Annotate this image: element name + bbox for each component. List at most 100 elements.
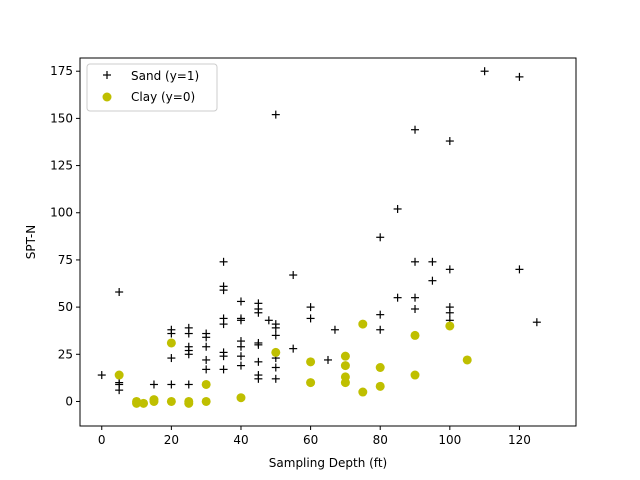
y-axis: 0 25 50 75 100 125 150 175 <box>50 64 80 408</box>
legend: Sand (y=1) Clay (y=0) <box>86 63 218 112</box>
data-point-0-52 <box>289 271 298 280</box>
x-tick-label-120: 120 <box>508 433 531 447</box>
data-point-0-19 <box>202 355 211 364</box>
data-point-1-6 <box>166 338 176 348</box>
data-point-0-7 <box>167 329 176 338</box>
data-point-0-8 <box>167 354 176 363</box>
x-tick-label-80: 80 <box>373 433 388 447</box>
data-point-0-66 <box>411 304 420 313</box>
data-point-0-72 <box>445 308 454 317</box>
data-point-0-50 <box>271 363 280 372</box>
data-point-0-29 <box>236 297 245 306</box>
data-point-1-20 <box>358 319 368 329</box>
data-point-0-57 <box>330 325 339 334</box>
data-point-0-27 <box>219 352 228 361</box>
data-point-1-14 <box>306 357 316 367</box>
x-tick-label-60: 60 <box>303 433 318 447</box>
data-point-1-15 <box>306 378 316 388</box>
data-point-0-53 <box>289 344 298 353</box>
legend-marker-clay <box>102 92 112 102</box>
data-point-0-34 <box>236 352 245 361</box>
data-point-0-55 <box>306 314 315 323</box>
legend-label-clay: Clay (y=0) <box>131 90 195 104</box>
data-point-0-31 <box>236 316 245 325</box>
y-axis-label: SPT-N <box>24 225 38 259</box>
data-point-1-11 <box>201 396 211 406</box>
data-point-0-14 <box>184 350 193 359</box>
plot-marks <box>97 67 541 408</box>
data-point-0-60 <box>376 325 385 334</box>
data-point-0-59 <box>376 310 385 319</box>
data-point-0-54 <box>306 303 315 312</box>
data-point-0-68 <box>428 276 437 285</box>
y-tick-label-75: 75 <box>58 253 73 267</box>
legend-marker-sand <box>103 71 111 79</box>
data-point-1-21 <box>358 387 368 397</box>
data-point-0-28 <box>219 365 228 374</box>
data-point-1-0 <box>114 370 124 380</box>
data-point-0-58 <box>376 233 385 242</box>
x-tick-label-20: 20 <box>164 433 179 447</box>
data-point-0-9 <box>167 380 176 389</box>
data-point-1-26 <box>445 321 455 331</box>
plot-frame <box>79 57 577 427</box>
data-point-1-2 <box>132 398 142 408</box>
data-point-1-27 <box>462 355 472 365</box>
data-point-0-1 <box>115 288 124 297</box>
legend-box <box>86 63 218 112</box>
data-point-0-23 <box>219 286 228 295</box>
data-point-0-47 <box>271 323 280 332</box>
data-point-0-5 <box>149 380 158 389</box>
data-point-0-0 <box>97 371 106 380</box>
data-point-0-61 <box>393 204 402 213</box>
x-tick-label-40: 40 <box>233 433 248 447</box>
data-point-1-9 <box>184 398 194 408</box>
data-point-0-35 <box>236 361 245 370</box>
data-point-0-77 <box>532 318 541 327</box>
data-point-1-5 <box>149 396 159 406</box>
data-point-0-76 <box>515 265 524 274</box>
data-point-0-40 <box>254 340 263 349</box>
legend-symbol-clay <box>102 92 112 102</box>
y-tick-label-125: 125 <box>50 159 73 173</box>
data-point-1-13 <box>271 347 281 357</box>
data-point-0-64 <box>411 257 420 266</box>
data-point-1-19 <box>340 378 350 388</box>
y-tick-label-0: 0 <box>65 394 73 408</box>
data-point-0-4 <box>115 386 124 395</box>
data-point-0-70 <box>445 265 454 274</box>
data-point-0-15 <box>184 380 193 389</box>
data-point-0-17 <box>202 333 211 342</box>
data-point-1-17 <box>340 361 350 371</box>
data-point-0-75 <box>515 72 524 81</box>
data-point-0-74 <box>480 67 489 76</box>
data-point-0-45 <box>271 110 280 119</box>
data-point-0-69 <box>445 137 454 146</box>
x-axis: 0 20 40 60 80 100 120 <box>98 426 531 447</box>
data-point-0-48 <box>271 331 280 340</box>
data-point-1-22 <box>375 362 385 372</box>
x-tick-label-100: 100 <box>438 433 461 447</box>
y-tick-label-25: 25 <box>58 347 73 361</box>
data-point-0-63 <box>411 125 420 134</box>
data-point-0-43 <box>254 374 263 383</box>
data-point-0-33 <box>236 342 245 351</box>
data-point-1-3 <box>139 398 149 408</box>
x-axis-label: Sampling Depth (ft) <box>269 456 387 470</box>
data-point-1-16 <box>340 351 350 361</box>
y-tick-label-175: 175 <box>50 64 73 78</box>
data-point-0-38 <box>254 308 263 317</box>
series-0 <box>97 67 541 395</box>
y-tick-label-100: 100 <box>50 206 73 220</box>
data-point-0-25 <box>219 320 228 329</box>
data-point-0-18 <box>202 342 211 351</box>
legend-label-sand: Sand (y=1) <box>131 69 199 83</box>
data-point-0-67 <box>428 257 437 266</box>
legend-symbol-sand <box>103 71 111 79</box>
data-point-1-7 <box>166 396 176 406</box>
data-point-1-23 <box>375 381 385 391</box>
data-point-1-12 <box>236 393 246 403</box>
data-point-0-62 <box>393 293 402 302</box>
data-point-1-25 <box>410 370 420 380</box>
